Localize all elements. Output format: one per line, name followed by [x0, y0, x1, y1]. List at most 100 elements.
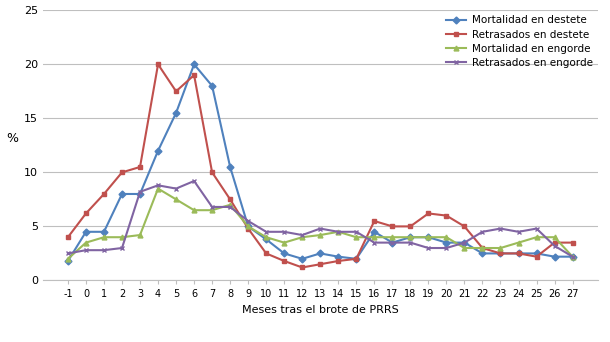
Mortalidad en engorde: [551, 235, 558, 239]
Mortalidad en engorde: [461, 246, 468, 250]
Retrasados en destete: [154, 62, 162, 66]
Retrasados en engorde: [533, 226, 540, 231]
Retrasados en engorde: [335, 230, 342, 234]
Retrasados en destete: [64, 235, 71, 239]
Mortalidad en engorde: [443, 235, 450, 239]
Retrasados en engorde: [226, 205, 234, 209]
Mortalidad en engorde: [407, 235, 414, 239]
Mortalidad en engorde: [64, 257, 71, 261]
Line: Mortalidad en destete: Mortalidad en destete: [65, 62, 575, 263]
Mortalidad en engorde: [100, 235, 107, 239]
Retrasados en engorde: [64, 251, 71, 255]
Retrasados en destete: [371, 219, 378, 223]
Retrasados en destete: [226, 197, 234, 201]
Mortalidad en destete: [226, 165, 234, 169]
Mortalidad en destete: [190, 62, 198, 66]
Mortalidad en engorde: [118, 235, 126, 239]
Mortalidad en engorde: [389, 235, 396, 239]
Mortalidad en engorde: [425, 235, 432, 239]
Mortalidad en destete: [154, 149, 162, 153]
Retrasados en engorde: [298, 233, 306, 237]
Retrasados en destete: [353, 257, 360, 261]
Mortalidad en destete: [173, 111, 180, 115]
Retrasados en destete: [425, 211, 432, 215]
Mortalidad en destete: [100, 230, 107, 234]
Mortalidad en destete: [262, 237, 270, 241]
Retrasados en destete: [479, 246, 486, 250]
Retrasados en destete: [245, 226, 252, 231]
Line: Retrasados en engorde: Retrasados en engorde: [65, 179, 575, 259]
Retrasados en engorde: [262, 230, 270, 234]
Retrasados en engorde: [317, 226, 324, 231]
Retrasados en destete: [335, 259, 342, 263]
Retrasados en destete: [173, 89, 180, 93]
Line: Mortalidad en engorde: Mortalidad en engorde: [65, 186, 575, 261]
Retrasados en engorde: [173, 186, 180, 190]
Mortalidad en engorde: [281, 240, 288, 245]
Mortalidad en destete: [245, 224, 252, 228]
Line: Retrasados en destete: Retrasados en destete: [65, 62, 575, 270]
Mortalidad en engorde: [353, 235, 360, 239]
Mortalidad en destete: [533, 251, 540, 255]
Mortalidad en destete: [371, 230, 378, 234]
Mortalidad en destete: [515, 251, 522, 255]
X-axis label: Meses tras el brote de PRRS: Meses tras el brote de PRRS: [242, 305, 398, 315]
Retrasados en engorde: [100, 248, 107, 252]
Mortalidad en destete: [389, 240, 396, 245]
Mortalidad en destete: [551, 254, 558, 259]
Mortalidad en engorde: [497, 246, 504, 250]
Retrasados en destete: [137, 165, 144, 169]
Mortalidad en destete: [281, 251, 288, 255]
Legend: Mortalidad en destete, Retrasados en destete, Mortalidad en engorde, Retrasados : Mortalidad en destete, Retrasados en des…: [445, 15, 592, 68]
Mortalidad en engorde: [569, 254, 576, 259]
Retrasados en engorde: [425, 246, 432, 250]
Retrasados en engorde: [353, 230, 360, 234]
Retrasados en engorde: [569, 254, 576, 259]
Mortalidad en destete: [425, 235, 432, 239]
Retrasados en engorde: [389, 240, 396, 245]
Mortalidad en engorde: [154, 186, 162, 190]
Mortalidad en destete: [353, 257, 360, 261]
Retrasados en destete: [443, 213, 450, 218]
Retrasados en engorde: [82, 248, 90, 252]
Mortalidad en destete: [137, 192, 144, 196]
Retrasados en engorde: [209, 205, 216, 209]
Retrasados en destete: [317, 262, 324, 266]
Mortalidad en destete: [407, 235, 414, 239]
Mortalidad en engorde: [209, 208, 216, 212]
Retrasados en destete: [389, 224, 396, 228]
Mortalidad en destete: [64, 259, 71, 263]
Mortalidad en destete: [461, 240, 468, 245]
Retrasados en destete: [190, 73, 198, 77]
Mortalidad en engorde: [262, 235, 270, 239]
Retrasados en engorde: [190, 179, 198, 183]
Retrasados en destete: [298, 265, 306, 269]
Mortalidad en destete: [479, 251, 486, 255]
Retrasados en engorde: [118, 246, 126, 250]
Mortalidad en engorde: [298, 235, 306, 239]
Retrasados en engorde: [479, 230, 486, 234]
Retrasados en engorde: [407, 240, 414, 245]
Mortalidad en engorde: [137, 233, 144, 237]
Retrasados en engorde: [137, 190, 144, 194]
Mortalidad en destete: [209, 84, 216, 88]
Mortalidad en destete: [317, 251, 324, 255]
Mortalidad en engorde: [226, 203, 234, 207]
Mortalidad en engorde: [479, 246, 486, 250]
Retrasados en engorde: [371, 240, 378, 245]
Mortalidad en engorde: [245, 224, 252, 228]
Mortalidad en destete: [569, 254, 576, 259]
Retrasados en engorde: [245, 219, 252, 223]
Retrasados en destete: [497, 251, 504, 255]
Retrasados en destete: [82, 211, 90, 215]
Mortalidad en engorde: [173, 197, 180, 201]
Retrasados en destete: [533, 254, 540, 259]
Mortalidad en engorde: [335, 230, 342, 234]
Retrasados en destete: [461, 224, 468, 228]
Retrasados en destete: [281, 259, 288, 263]
Retrasados en engorde: [281, 230, 288, 234]
Retrasados en engorde: [515, 230, 522, 234]
Mortalidad en destete: [82, 230, 90, 234]
Y-axis label: %: %: [7, 132, 18, 145]
Mortalidad en destete: [443, 240, 450, 245]
